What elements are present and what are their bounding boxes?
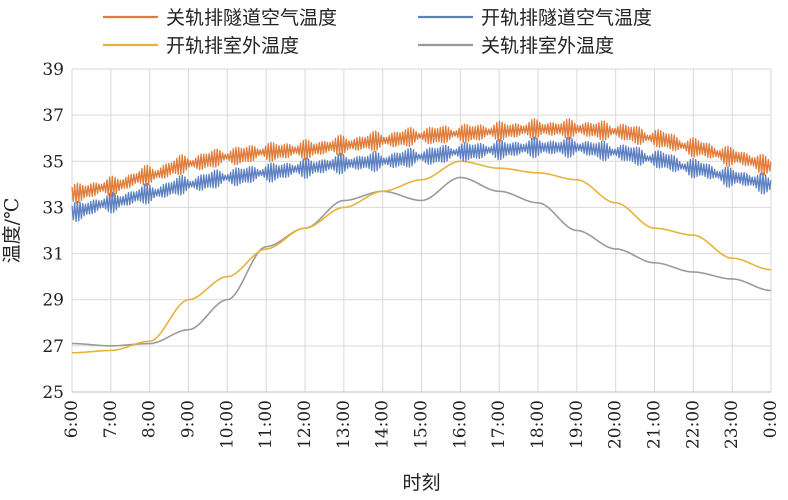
series-line-2 bbox=[71, 160, 772, 354]
legend-label: 开轨排室外温度 bbox=[166, 35, 299, 57]
x-tick-label: 22:00 bbox=[683, 400, 703, 449]
x-tick-label: 15:00 bbox=[412, 400, 432, 449]
y-tick-label: 33 bbox=[42, 198, 64, 218]
y-tick-label: 29 bbox=[42, 291, 64, 311]
x-tick-label: 16:00 bbox=[450, 400, 470, 449]
x-tick-label: 7:00 bbox=[101, 400, 121, 438]
x-tick-label: 19:00 bbox=[567, 400, 587, 449]
y-tick-label: 25 bbox=[42, 383, 64, 403]
x-tick-label: 14:00 bbox=[373, 400, 393, 449]
legend-label: 关轨排隧道空气温度 bbox=[166, 7, 337, 29]
y-tick-label: 35 bbox=[42, 152, 64, 172]
series-line-1 bbox=[71, 136, 772, 223]
y-tick-labels: 25 27 29 31 33 35 37 39 bbox=[42, 60, 64, 403]
x-tick-label: 21:00 bbox=[645, 400, 665, 449]
legend-label: 开轨排隧道空气温度 bbox=[481, 7, 652, 29]
y-tick-label: 37 bbox=[42, 106, 64, 126]
x-tick-label: 11:00 bbox=[256, 400, 276, 449]
series-layer bbox=[71, 118, 772, 354]
x-tick-label: 12:00 bbox=[295, 400, 315, 449]
x-tick-label: 10:00 bbox=[217, 400, 237, 449]
series-line-0 bbox=[71, 118, 772, 204]
y-tick-label: 39 bbox=[42, 60, 64, 80]
x-tick-label: 23:00 bbox=[722, 400, 742, 449]
x-axis-title: 时刻 bbox=[402, 472, 440, 494]
x-tick-labels: 6:00 7:00 8:00 9:00 10:00 11:00 12:00 13:00 14:0… bbox=[62, 400, 781, 449]
x-tick-label: 8:00 bbox=[140, 400, 160, 438]
series-line-3 bbox=[71, 176, 772, 347]
x-tick-label: 20:00 bbox=[606, 400, 626, 449]
y-tick-label: 31 bbox=[42, 245, 64, 265]
x-tick-label: 6:00 bbox=[62, 400, 82, 438]
x-tick-label: 0:00 bbox=[761, 400, 781, 438]
y-axis-title: 温度/℃ bbox=[1, 198, 23, 264]
x-tick-label: 9:00 bbox=[179, 400, 199, 438]
legend-label: 关轨排室外温度 bbox=[481, 35, 614, 57]
x-tick-label: 17:00 bbox=[489, 400, 509, 449]
y-tick-label: 27 bbox=[42, 337, 64, 357]
x-tick-label: 13:00 bbox=[334, 400, 354, 449]
x-tick-label: 18:00 bbox=[528, 400, 548, 449]
